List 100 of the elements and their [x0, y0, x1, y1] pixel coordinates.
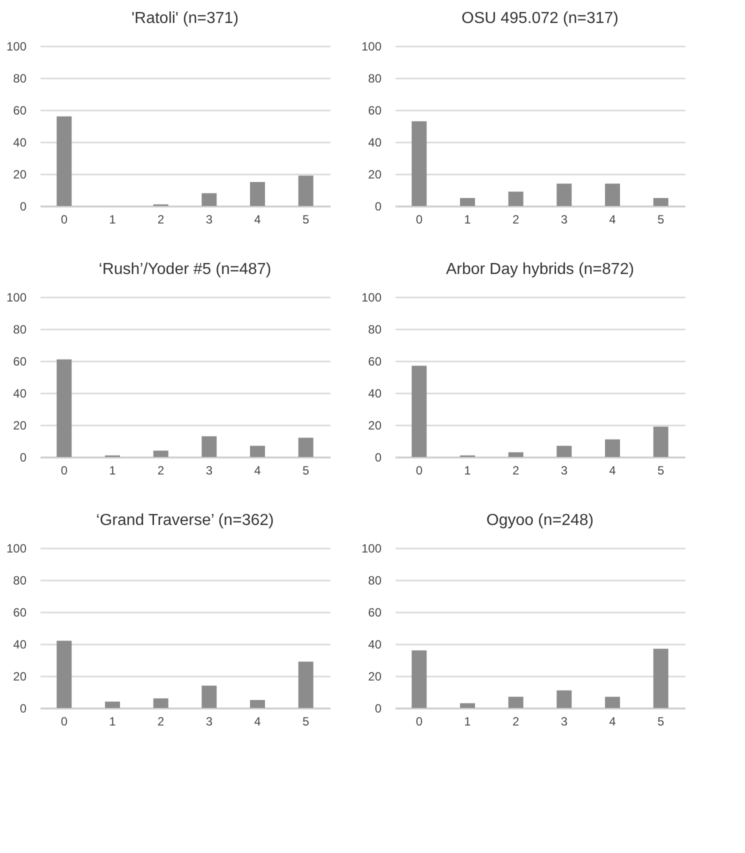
bar	[508, 696, 524, 708]
y-tick-label: 100	[6, 40, 27, 54]
x-tick-label: 2	[157, 212, 164, 226]
bar	[653, 426, 668, 457]
bar	[605, 184, 620, 206]
x-tick-label: 1	[109, 464, 116, 478]
y-tick-label: 60	[13, 104, 27, 118]
y-tick-label: 60	[13, 606, 27, 620]
y-tick-label: 40	[13, 136, 27, 150]
y-tick-label: 0	[374, 200, 382, 214]
x-tick-label: 5	[657, 714, 664, 728]
bar	[298, 176, 314, 206]
bar	[605, 439, 620, 457]
x-tick-label: 1	[109, 714, 116, 728]
bar	[202, 436, 217, 457]
y-tick-label: 0	[374, 702, 382, 716]
y-tick-label: 60	[368, 606, 382, 620]
y-tick-label: 80	[368, 322, 382, 336]
bar	[556, 184, 572, 206]
x-tick-label: 2	[157, 714, 164, 728]
x-tick-label: 0	[416, 714, 423, 728]
bar	[153, 450, 168, 457]
x-tick-label: 3	[206, 464, 213, 478]
y-tick-label: 60	[368, 354, 382, 368]
bar	[250, 446, 265, 457]
bar	[412, 366, 427, 457]
chart-title: 'Ratoli' (n=371)	[131, 10, 239, 27]
y-tick-label: 100	[6, 542, 27, 556]
bar	[298, 438, 314, 457]
y-tick-label: 100	[361, 290, 382, 304]
x-tick-label: 4	[609, 212, 616, 226]
x-tick-label: 5	[302, 714, 310, 728]
chart-title: Arbor Day hybrids (n=872)	[446, 261, 634, 278]
y-tick-label: 80	[13, 72, 27, 86]
bar	[250, 700, 265, 708]
bar	[56, 116, 72, 206]
x-tick-label: 1	[464, 464, 472, 478]
bar	[250, 182, 265, 206]
y-tick-label: 20	[368, 168, 382, 182]
x-tick-label: 0	[416, 464, 423, 478]
x-tick-label: 0	[60, 212, 68, 226]
bar	[508, 452, 524, 457]
x-tick-label: 2	[512, 464, 520, 478]
x-tick-label: 4	[609, 714, 616, 728]
x-tick-label: 5	[657, 464, 664, 478]
x-tick-label: 2	[512, 714, 520, 728]
y-tick-label: 80	[13, 574, 27, 588]
bar	[202, 193, 217, 206]
y-tick-label: 40	[13, 638, 27, 652]
y-tick-label: 20	[13, 670, 27, 684]
x-tick-label: 5	[302, 464, 310, 478]
x-tick-label: 1	[464, 714, 472, 728]
bar	[653, 648, 668, 708]
bar	[412, 650, 427, 708]
x-tick-label: 4	[254, 464, 262, 478]
y-tick-label: 0	[20, 200, 27, 214]
x-tick-label: 3	[560, 714, 568, 728]
bar	[298, 662, 314, 708]
bar	[605, 696, 620, 708]
x-tick-label: 5	[657, 212, 664, 226]
bar	[202, 686, 217, 708]
y-tick-label: 0	[20, 702, 27, 716]
y-tick-label: 20	[368, 418, 382, 432]
y-tick-label: 40	[13, 386, 27, 400]
x-tick-label: 3	[560, 212, 568, 226]
bar	[153, 698, 168, 708]
bar	[508, 192, 524, 206]
chart-title: OSU 495.072 (n=317)	[462, 10, 618, 27]
x-tick-label: 4	[609, 464, 616, 478]
bar	[56, 640, 72, 708]
x-tick-label: 0	[416, 212, 423, 226]
y-tick-label: 100	[361, 542, 382, 556]
y-tick-label: 40	[368, 386, 382, 400]
y-tick-label: 20	[368, 670, 382, 684]
bar	[653, 198, 668, 206]
y-tick-label: 80	[368, 72, 382, 86]
bar	[460, 198, 475, 206]
y-tick-label: 60	[13, 354, 27, 368]
x-tick-label: 1	[109, 212, 116, 226]
y-tick-label: 40	[368, 638, 382, 652]
y-tick-label: 20	[13, 168, 27, 182]
y-tick-label: 0	[374, 450, 382, 464]
y-tick-label: 60	[368, 104, 382, 118]
bar	[556, 690, 572, 708]
y-tick-label: 0	[20, 450, 27, 464]
x-tick-label: 3	[206, 714, 213, 728]
bar	[412, 121, 427, 206]
chart-title: ‘Grand Traverse’ (n=362)	[96, 512, 274, 529]
x-tick-label: 2	[512, 212, 520, 226]
bar	[105, 702, 120, 708]
x-tick-label: 5	[302, 212, 310, 226]
x-tick-label: 3	[560, 464, 568, 478]
bar	[56, 359, 72, 457]
x-tick-label: 0	[60, 464, 68, 478]
x-tick-label: 4	[254, 212, 262, 226]
x-tick-label: 1	[464, 212, 472, 226]
x-tick-label: 4	[254, 714, 262, 728]
x-tick-label: 2	[157, 464, 164, 478]
y-tick-label: 100	[361, 40, 382, 54]
x-tick-label: 0	[60, 714, 68, 728]
